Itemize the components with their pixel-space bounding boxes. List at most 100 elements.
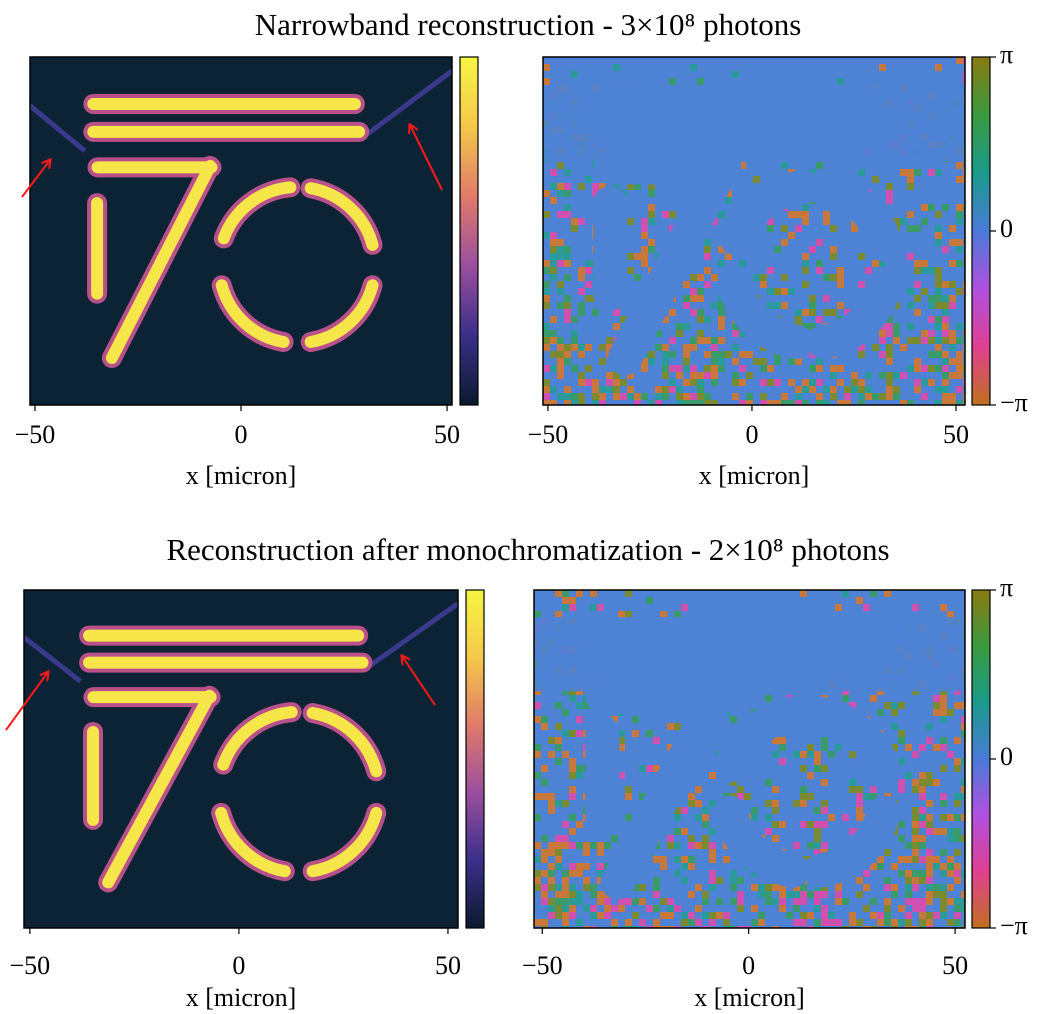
image-pixel xyxy=(716,898,723,905)
image-pixel xyxy=(921,330,928,337)
image-pixel xyxy=(648,400,655,405)
image-pixel xyxy=(648,218,655,225)
image-pixel xyxy=(814,926,821,928)
image-pixel xyxy=(886,323,893,330)
image-pixel xyxy=(641,246,648,253)
image-pixel xyxy=(837,274,844,281)
image-pixel xyxy=(835,898,842,905)
image-pixel xyxy=(555,723,562,730)
image-pixel xyxy=(940,604,947,611)
image-pixel xyxy=(690,393,697,400)
image-pixel xyxy=(550,183,557,190)
image-pixel xyxy=(681,877,688,884)
image-pixel xyxy=(578,218,585,225)
image-pixel xyxy=(781,400,788,405)
image-pixel xyxy=(555,912,562,919)
image-pixel xyxy=(933,709,940,716)
image-pixel xyxy=(963,393,965,400)
image-pixel xyxy=(578,344,585,351)
image-pixel xyxy=(865,267,872,274)
image-pixel xyxy=(725,351,732,358)
image-pixel xyxy=(954,912,961,919)
image-pixel xyxy=(627,386,634,393)
image-pixel xyxy=(550,400,557,405)
image-feature xyxy=(306,806,383,878)
image-pixel xyxy=(905,870,912,877)
image-pixel xyxy=(821,821,828,828)
image-pixel xyxy=(905,842,912,849)
image-pixel xyxy=(912,898,919,905)
image-pixel xyxy=(534,856,541,863)
image-pixel xyxy=(606,386,613,393)
image-pixel xyxy=(956,386,963,393)
image-pixel xyxy=(842,814,849,821)
image-pixel xyxy=(697,372,704,379)
image-pixel xyxy=(912,688,919,695)
image-pixel xyxy=(919,870,926,877)
image-pixel xyxy=(548,898,555,905)
image-pixel xyxy=(793,884,800,891)
image-pixel xyxy=(898,779,905,786)
image-pixel xyxy=(711,351,718,358)
image-pixel xyxy=(949,295,956,302)
image-pixel xyxy=(732,379,739,386)
image-pixel xyxy=(961,793,965,800)
image-pixel xyxy=(550,232,557,239)
image-pixel xyxy=(592,379,599,386)
image-pixel xyxy=(590,905,597,912)
image-pixel xyxy=(935,225,942,232)
image-pixel xyxy=(683,379,690,386)
image-pixel xyxy=(660,863,667,870)
image-pixel xyxy=(653,856,660,863)
image-pixel xyxy=(618,898,625,905)
image-pixel xyxy=(823,211,830,218)
image-pixel xyxy=(793,919,800,926)
image-pixel xyxy=(933,744,940,751)
image-pixel xyxy=(667,926,674,928)
image-pixel xyxy=(739,330,746,337)
image-pixel xyxy=(954,702,961,709)
image-pixel xyxy=(921,393,928,400)
image-pixel xyxy=(907,176,914,183)
x-tick-label: 0 xyxy=(742,951,755,980)
image-pixel xyxy=(704,267,711,274)
image-pixel xyxy=(914,295,921,302)
image-pixel xyxy=(578,379,585,386)
image-pixel xyxy=(800,800,807,807)
image-pixel xyxy=(781,393,788,400)
image-pixel xyxy=(800,786,807,793)
image-pixel xyxy=(534,751,541,758)
image-pixel xyxy=(569,786,576,793)
image-pixel xyxy=(781,162,788,169)
image-pixel xyxy=(912,807,919,814)
image-pixel xyxy=(760,358,767,365)
image-pixel xyxy=(723,919,730,926)
image-pixel xyxy=(795,309,802,316)
image-pixel xyxy=(646,597,653,604)
image-pixel xyxy=(898,835,905,842)
image-pixel xyxy=(590,590,597,597)
image-pixel xyxy=(816,379,823,386)
image-pixel xyxy=(550,197,557,204)
image-pixel xyxy=(921,218,928,225)
figure-title: Narrowband reconstruction - 3×10⁸ photon… xyxy=(255,7,802,42)
image-pixel xyxy=(935,400,942,405)
image-pixel xyxy=(562,877,569,884)
image-pixel xyxy=(555,590,562,597)
image-pixel xyxy=(954,877,961,884)
image-pixel xyxy=(765,884,772,891)
image-pixel xyxy=(681,912,688,919)
image-pixel xyxy=(543,323,550,330)
image-pixel xyxy=(620,316,627,323)
image-pixel xyxy=(856,597,863,604)
image-pixel xyxy=(683,358,690,365)
image-pixel xyxy=(935,323,942,330)
image-pixel xyxy=(746,372,753,379)
x-tick-label: −50 xyxy=(522,951,563,980)
image-pixel xyxy=(564,295,571,302)
x-tick-label: 50 xyxy=(943,420,969,449)
image-pixel xyxy=(774,288,781,295)
image-pixel xyxy=(704,246,711,253)
image-pixel xyxy=(737,926,744,928)
image-pixel xyxy=(961,814,965,821)
